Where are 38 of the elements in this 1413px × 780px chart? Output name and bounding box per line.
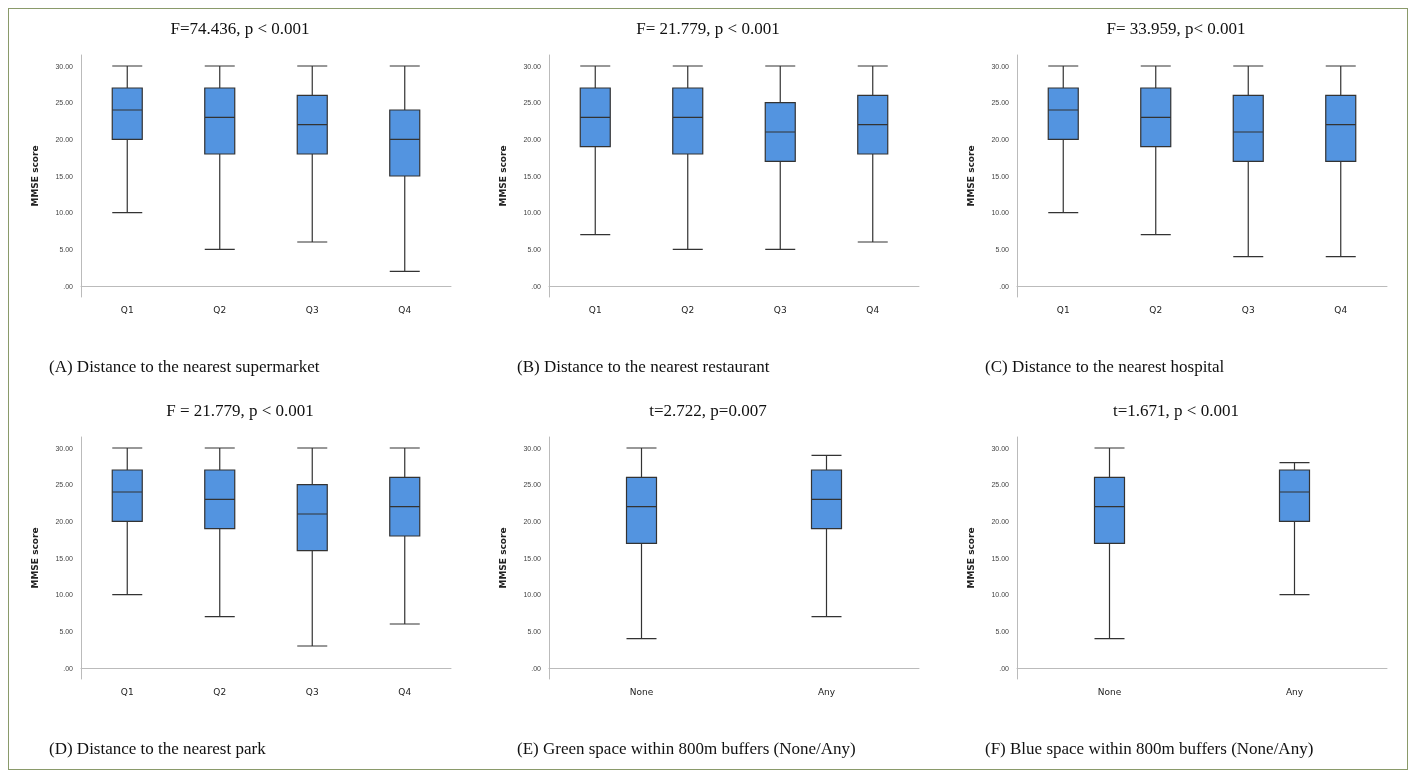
x-tick-label: Q3 (305, 686, 319, 697)
x-tick-label: Q2 (213, 304, 227, 315)
y-axis-title: MMSE score (497, 527, 508, 589)
y-axis-title: MMSE score (29, 527, 40, 589)
x-tick-label: Q4 (398, 304, 412, 315)
chart-title: F=74.436, p < 0.001 (170, 19, 310, 38)
text: (E) Green space within 800m buffers (None/Any) (517, 739, 856, 758)
chart-title: t=2.722, p=0.007 (649, 401, 768, 420)
x-tick-label: Q4 (866, 304, 880, 315)
x-tick-label: Q4 (1334, 304, 1348, 315)
y-axis-title: MMSE score (965, 527, 976, 589)
x-tick-label: None (629, 686, 654, 697)
x-tick-label: Q4 (398, 686, 412, 697)
text: (B) Distance to the nearest restaurant (517, 357, 770, 376)
y-axis-title: MMSE score (29, 145, 40, 207)
x-tick-label: Q2 (213, 686, 227, 697)
x-tick-label: Q2 (681, 304, 695, 315)
x-tick-label: Q1 (120, 686, 134, 697)
y-axis-title: MMSE score (497, 145, 508, 207)
text: (C) Distance to the nearest hospital (985, 357, 1225, 376)
chart-title: t=1.671, p < 0.001 (1113, 401, 1239, 420)
text: (A) Distance to the nearest supermarket (49, 357, 320, 376)
x-tick-label: Q1 (588, 304, 602, 315)
x-tick-label: Q2 (1149, 304, 1163, 315)
chart-title: F= 21.779, p < 0.001 (636, 19, 780, 38)
chart-title: F = 21.779, p < 0.001 (166, 401, 314, 420)
x-tick-label: Q3 (1241, 304, 1255, 315)
text: (D) Distance to the nearest park (49, 739, 267, 758)
x-tick-label: Q3 (305, 304, 319, 315)
x-tick-label: Any (817, 686, 836, 697)
x-tick-label: None (1097, 686, 1122, 697)
chart-title: F= 33.959, p< 0.001 (1106, 19, 1246, 38)
x-tick-label: Q3 (773, 304, 787, 315)
x-tick-label: Q1 (1056, 304, 1070, 315)
text: (F) Blue space within 800m buffers (None/Any) (985, 739, 1314, 758)
x-tick-label: Any (1285, 686, 1304, 697)
x-tick-label: Q1 (120, 304, 134, 315)
y-axis-title: MMSE score (965, 145, 976, 207)
